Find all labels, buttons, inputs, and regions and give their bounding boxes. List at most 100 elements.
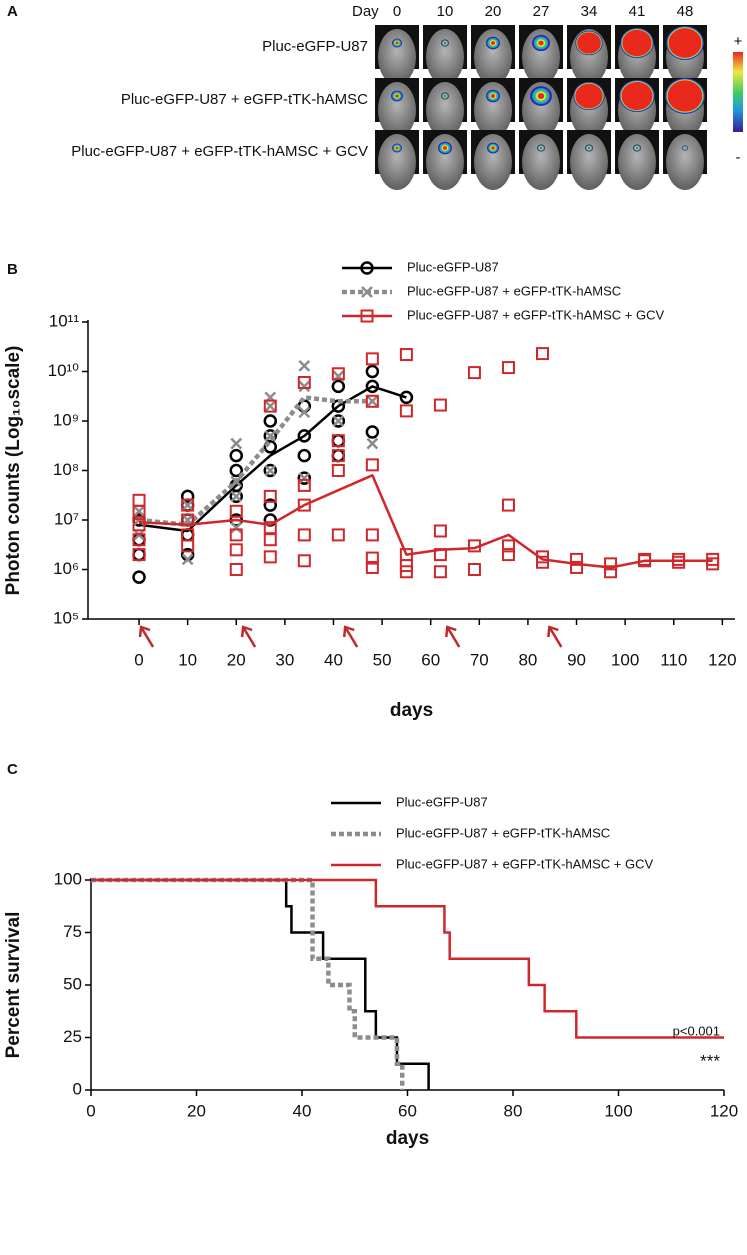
mouse-head [474,82,512,138]
arrow-shaft [344,626,359,648]
signal [395,94,399,98]
row-label: Pluc-eGFP-U87 + eGFP-tTK-hAMSC + GCV [71,143,368,160]
x-tick-label: 110 [660,650,687,669]
y-tick-label: 10⁷ [54,509,79,528]
data-point [501,498,515,512]
data-point [467,366,481,380]
mouse-head [426,29,464,85]
x-tick-label: 30 [275,650,294,669]
x-tick-label: 50 [373,650,392,669]
legend-label: Pluc-eGFP-U87 [407,259,499,274]
data-point [264,464,277,477]
panel-label: C [7,761,18,778]
data-point [297,375,311,389]
x-axis-label: days [390,700,433,721]
legend-marker [360,309,374,323]
y-tick-label: 10¹¹ [49,311,80,330]
row-label: Pluc-eGFP-U87 + eGFP-tTK-hAMSC [121,91,368,108]
data-point [331,434,345,448]
cross-stroke [298,472,311,485]
data-point [297,429,312,443]
data-point [331,379,346,394]
data-point [229,448,244,463]
x-tick-label: 120 [708,650,736,669]
data-point [263,498,278,512]
cross-stroke [332,415,345,427]
cross-stroke [361,286,373,298]
data-point [331,433,346,448]
y-tick-label: 10⁵ [53,608,79,627]
cross-stroke [264,464,277,477]
data-point [132,504,146,518]
data-point [132,533,146,547]
data-point [263,414,278,428]
arrow-head [138,625,151,638]
data-point [229,543,243,557]
data-point [229,463,244,478]
mouse-head [378,82,416,138]
signal [668,28,702,58]
data-point [331,448,346,463]
data-point [263,399,277,413]
signal [443,94,447,98]
y-tick-label: 100 [54,869,82,888]
day-header: Day [352,3,379,20]
x-axis-label: days [386,1128,429,1149]
signal [635,146,639,150]
signal [538,40,544,46]
data-point [331,367,345,381]
y-tick-label: 25 [63,1027,82,1046]
x-tick-label: 60 [421,650,440,669]
data-point [132,548,146,562]
y-tick-label: 75 [63,922,82,941]
cross-stroke [230,521,243,534]
cross-stroke [264,400,277,412]
treatment-arrow [445,625,461,648]
data-point [331,449,345,463]
arrow-head [547,625,559,638]
day-label: 34 [581,3,598,20]
treatment-arrow [138,625,155,648]
data-point [672,552,686,566]
data-point [230,490,243,503]
x-tick-label: 0 [86,1101,95,1120]
survival-curve [91,878,430,1090]
data-point [672,555,686,569]
x-tick-label: 40 [324,650,343,669]
x-tick-label: 20 [227,650,246,669]
y-tick-label: 10¹⁰ [48,361,80,380]
data-point [365,458,379,472]
mouse-head [618,134,656,190]
data-point [298,359,311,372]
data-point [399,390,414,405]
data-point [132,547,146,562]
data-point [298,380,311,393]
data-point [132,570,146,584]
legend-marker [360,261,374,275]
x-tick-label: 80 [504,1101,523,1120]
data-point [399,404,413,418]
mouse-head [570,134,608,190]
data-point [263,489,277,503]
legend-label: Pluc-eGFP-U87 + eGFP-tTK-hAMSC [396,825,610,840]
data-point [365,551,379,565]
data-point [180,489,195,504]
mouse-head [522,29,560,85]
data-point [181,498,195,512]
cross-stroke [181,514,194,526]
arrow-shaft [139,626,155,648]
data-point [230,521,243,534]
data-point [229,489,244,504]
legend-label: Pluc-eGFP-U87 [396,794,488,809]
signal [622,29,652,57]
data-point [433,565,447,579]
data-point [433,398,447,412]
cross-stroke [230,437,243,450]
signal [491,146,495,150]
cross-stroke [298,406,311,419]
day-label: 41 [629,3,646,20]
legend-label: Pluc-eGFP-U87 + eGFP-tTK-hAMSC + GCV [396,856,654,871]
day-label: 10 [437,3,454,20]
data-point [264,400,277,412]
cross-stroke [298,380,311,393]
